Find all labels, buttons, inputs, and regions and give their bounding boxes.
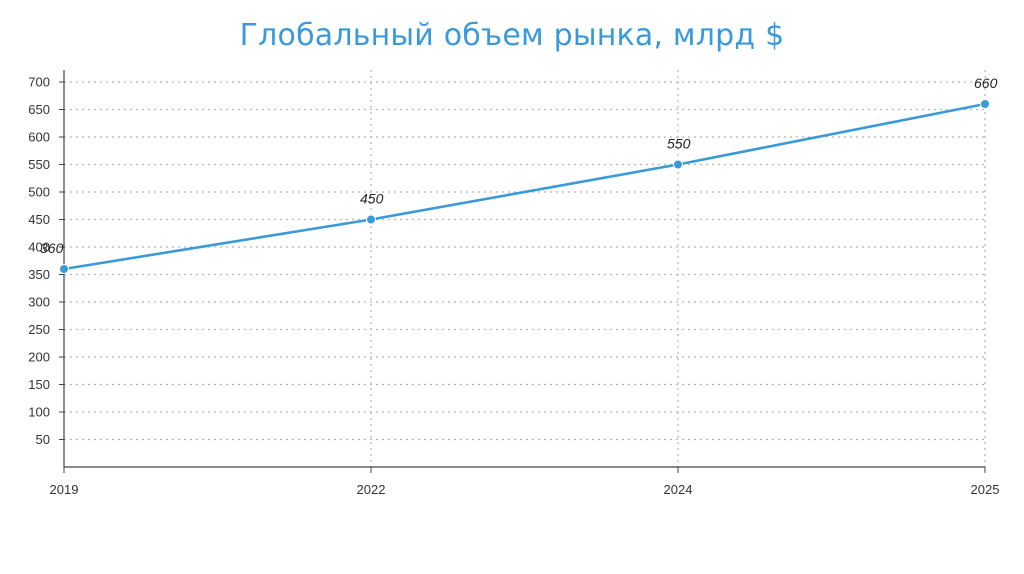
data-point	[366, 214, 376, 225]
grid-lines	[64, 70, 986, 467]
y-tick-label: 50	[36, 432, 50, 447]
data-point	[59, 264, 69, 274]
y-tick-label: 200	[28, 350, 50, 365]
series-line	[63, 102, 986, 271]
data-label: 660	[974, 75, 998, 91]
y-tick-label: 600	[28, 130, 50, 145]
data-points	[59, 99, 990, 274]
data-point	[673, 159, 683, 170]
data-point	[980, 99, 990, 109]
x-tick-label: 2025	[971, 482, 1000, 497]
y-tick-label: 650	[28, 102, 50, 117]
y-tick-label: 150	[28, 377, 50, 392]
data-label: 360	[40, 240, 64, 256]
y-tick-label: 350	[28, 267, 50, 282]
series-line-group	[63, 102, 986, 271]
y-tick-label: 450	[28, 212, 50, 227]
data-labels: 360 450 550 660	[40, 75, 998, 256]
axes	[63, 70, 985, 468]
y-tick-label: 100	[28, 405, 50, 420]
x-axis-ticks: 2019 2022 2024 2025	[50, 467, 1000, 497]
x-tick-label: 2019	[50, 482, 79, 497]
x-tick-label: 2024	[664, 482, 693, 497]
y-tick-label: 250	[28, 322, 50, 337]
y-tick-label: 550	[28, 157, 50, 172]
y-tick-label: 700	[28, 75, 50, 90]
y-tick-label: 300	[28, 295, 50, 310]
y-tick-label: 500	[28, 185, 50, 200]
y-tick-label: 400	[28, 240, 50, 255]
y-axis-ticks: 50 100 150 200 250 300 350 400 450 500 550 600 650 70…	[28, 75, 64, 447]
x-tick-label: 2022	[357, 482, 386, 497]
data-label: 450	[360, 191, 384, 207]
chart-title: Глобальный объем рынка, млрд $	[239, 18, 785, 53]
data-label: 550	[667, 136, 691, 152]
